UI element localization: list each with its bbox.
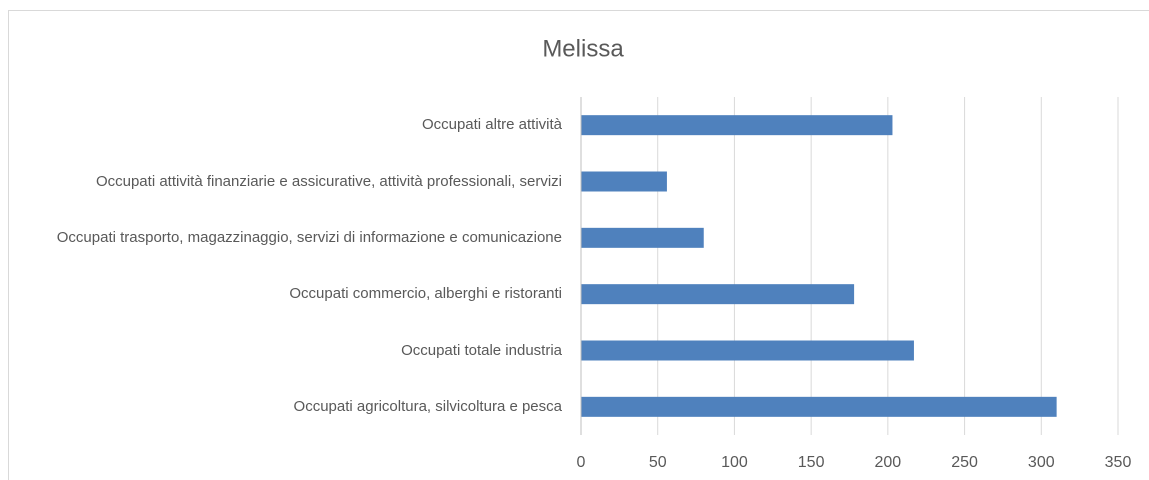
x-tick-label: 150 (798, 454, 825, 471)
y-tick-label: Occupati altre attività (421, 116, 562, 134)
bar (581, 396, 1057, 417)
bar (581, 227, 704, 248)
bar (581, 340, 914, 361)
y-tick-label: Occupati commercio, alberghi e ristorant… (289, 285, 562, 303)
x-tick-label: 350 (1105, 454, 1132, 471)
x-tick-label: 300 (1028, 454, 1055, 471)
x-tick-label: 250 (951, 454, 978, 471)
category-label-box: Occupati trasporto, magazzinaggio, servi… (2, 228, 562, 248)
category-label-box: Occupati altre attività (2, 115, 562, 135)
chart-title: Melissa (542, 35, 624, 62)
category-label-box: Occupati attività finanziarie e assicura… (2, 172, 562, 192)
bar (581, 115, 893, 136)
bar (581, 284, 855, 305)
x-tick-label: 50 (649, 454, 667, 471)
y-tick-label: Occupati totale industria (401, 341, 562, 359)
bar (581, 171, 667, 192)
x-tick-label: 200 (875, 454, 902, 471)
y-tick-label: Occupati trasporto, magazzinaggio, servi… (56, 228, 562, 246)
x-tick-label: 100 (721, 454, 748, 471)
category-label-box: Occupati agricoltura, silvicoltura e pes… (2, 397, 562, 417)
x-tick-label: 0 (577, 454, 586, 471)
category-label-box: Occupati totale industria (2, 341, 562, 361)
y-tick-label: Occupati agricoltura, silvicoltura e pes… (293, 397, 562, 415)
y-tick-label: Occupati attività finanziarie e assicura… (95, 172, 562, 190)
category-label-box: Occupati commercio, alberghi e ristorant… (2, 284, 562, 304)
